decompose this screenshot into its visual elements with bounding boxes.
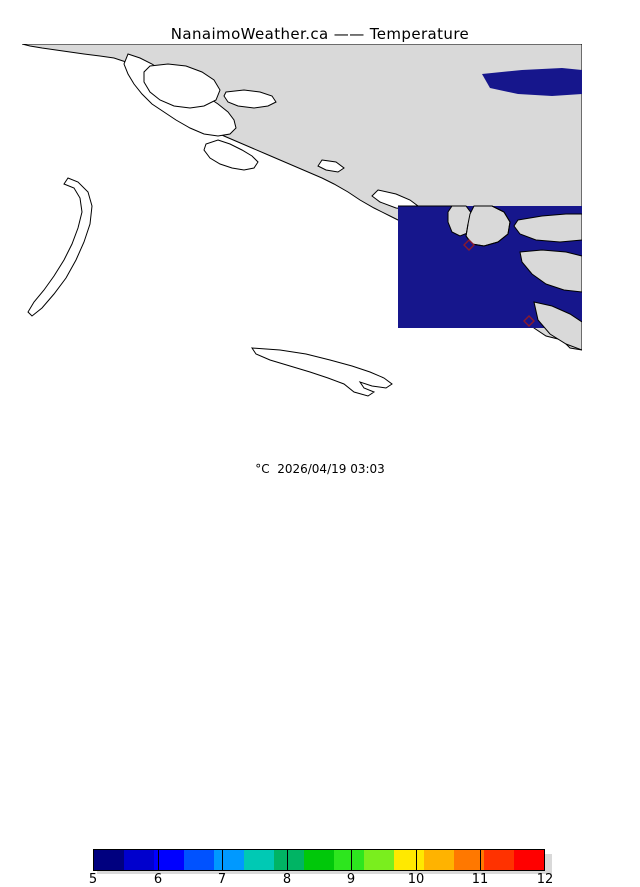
map-canvas[interactable] — [22, 44, 582, 404]
colorbar-caption: °C 2026/04/19 03:03 — [255, 462, 385, 476]
interior-lake — [143, 63, 221, 109]
colorbar-segment-4 — [214, 850, 244, 870]
station-marker-south[interactable] — [523, 315, 535, 327]
temperature-field-strait — [482, 68, 582, 96]
colorbar-segment-14 — [514, 850, 544, 870]
station-marker-north[interactable] — [463, 239, 475, 251]
station-markers-layer[interactable] — [463, 239, 535, 327]
colorbar-tick-7 — [222, 849, 223, 871]
page-title: NanaimoWeather.ca —— Temperature — [170, 25, 470, 43]
colorbar-tick-label-7: 7 — [217, 872, 227, 887]
south-land-wedge — [533, 301, 582, 351]
colorbar-segment-5 — [244, 850, 274, 870]
colorbar-segment-9 — [364, 850, 394, 870]
weather-map-page: NanaimoWeather.ca —— Temperature — [22, 25, 582, 887]
long-island-south — [251, 347, 393, 397]
colorbar-tick-9 — [351, 849, 352, 871]
colorbar-segment-3 — [184, 850, 214, 870]
colorbar-tick-label-11: 11 — [471, 872, 489, 887]
colorbar-tick-label-10: 10 — [407, 872, 425, 887]
coastal-inlet-south — [203, 139, 259, 171]
colorbar-tick-10 — [416, 849, 417, 871]
southeast-land — [519, 249, 582, 293]
land-over-field-layer — [447, 205, 582, 351]
colorbar-tick-11 — [480, 849, 481, 871]
colorbar-segment-10 — [394, 850, 424, 870]
colorbar-tick-label-6: 6 — [153, 872, 163, 887]
colorbar-segment-7 — [304, 850, 334, 870]
colorbar-segment-8 — [334, 850, 364, 870]
map-plot-area[interactable] — [22, 44, 582, 404]
colorbar-segment-0 — [94, 850, 124, 870]
colorbar-tick-label-9: 9 — [346, 872, 356, 887]
long-island-west — [27, 177, 93, 317]
colorbar-segment-6 — [274, 850, 304, 870]
colorbar-segment-13 — [484, 850, 514, 870]
colorbar-tick-label-8: 8 — [282, 872, 292, 887]
eastern-land-arm — [513, 213, 582, 243]
colorbar-tick-label-5: 5 — [88, 872, 98, 887]
colorbar-strip[interactable] — [93, 849, 545, 871]
colorbar-segment-11 — [424, 850, 454, 870]
colorbar-segment-1 — [124, 850, 154, 870]
coastal-notch — [317, 159, 345, 173]
colorbar-tick-6 — [158, 849, 159, 871]
colorbar-tick-8 — [287, 849, 288, 871]
strait-patch — [223, 89, 277, 109]
colorbar-tick-label-12: 12 — [536, 872, 554, 887]
